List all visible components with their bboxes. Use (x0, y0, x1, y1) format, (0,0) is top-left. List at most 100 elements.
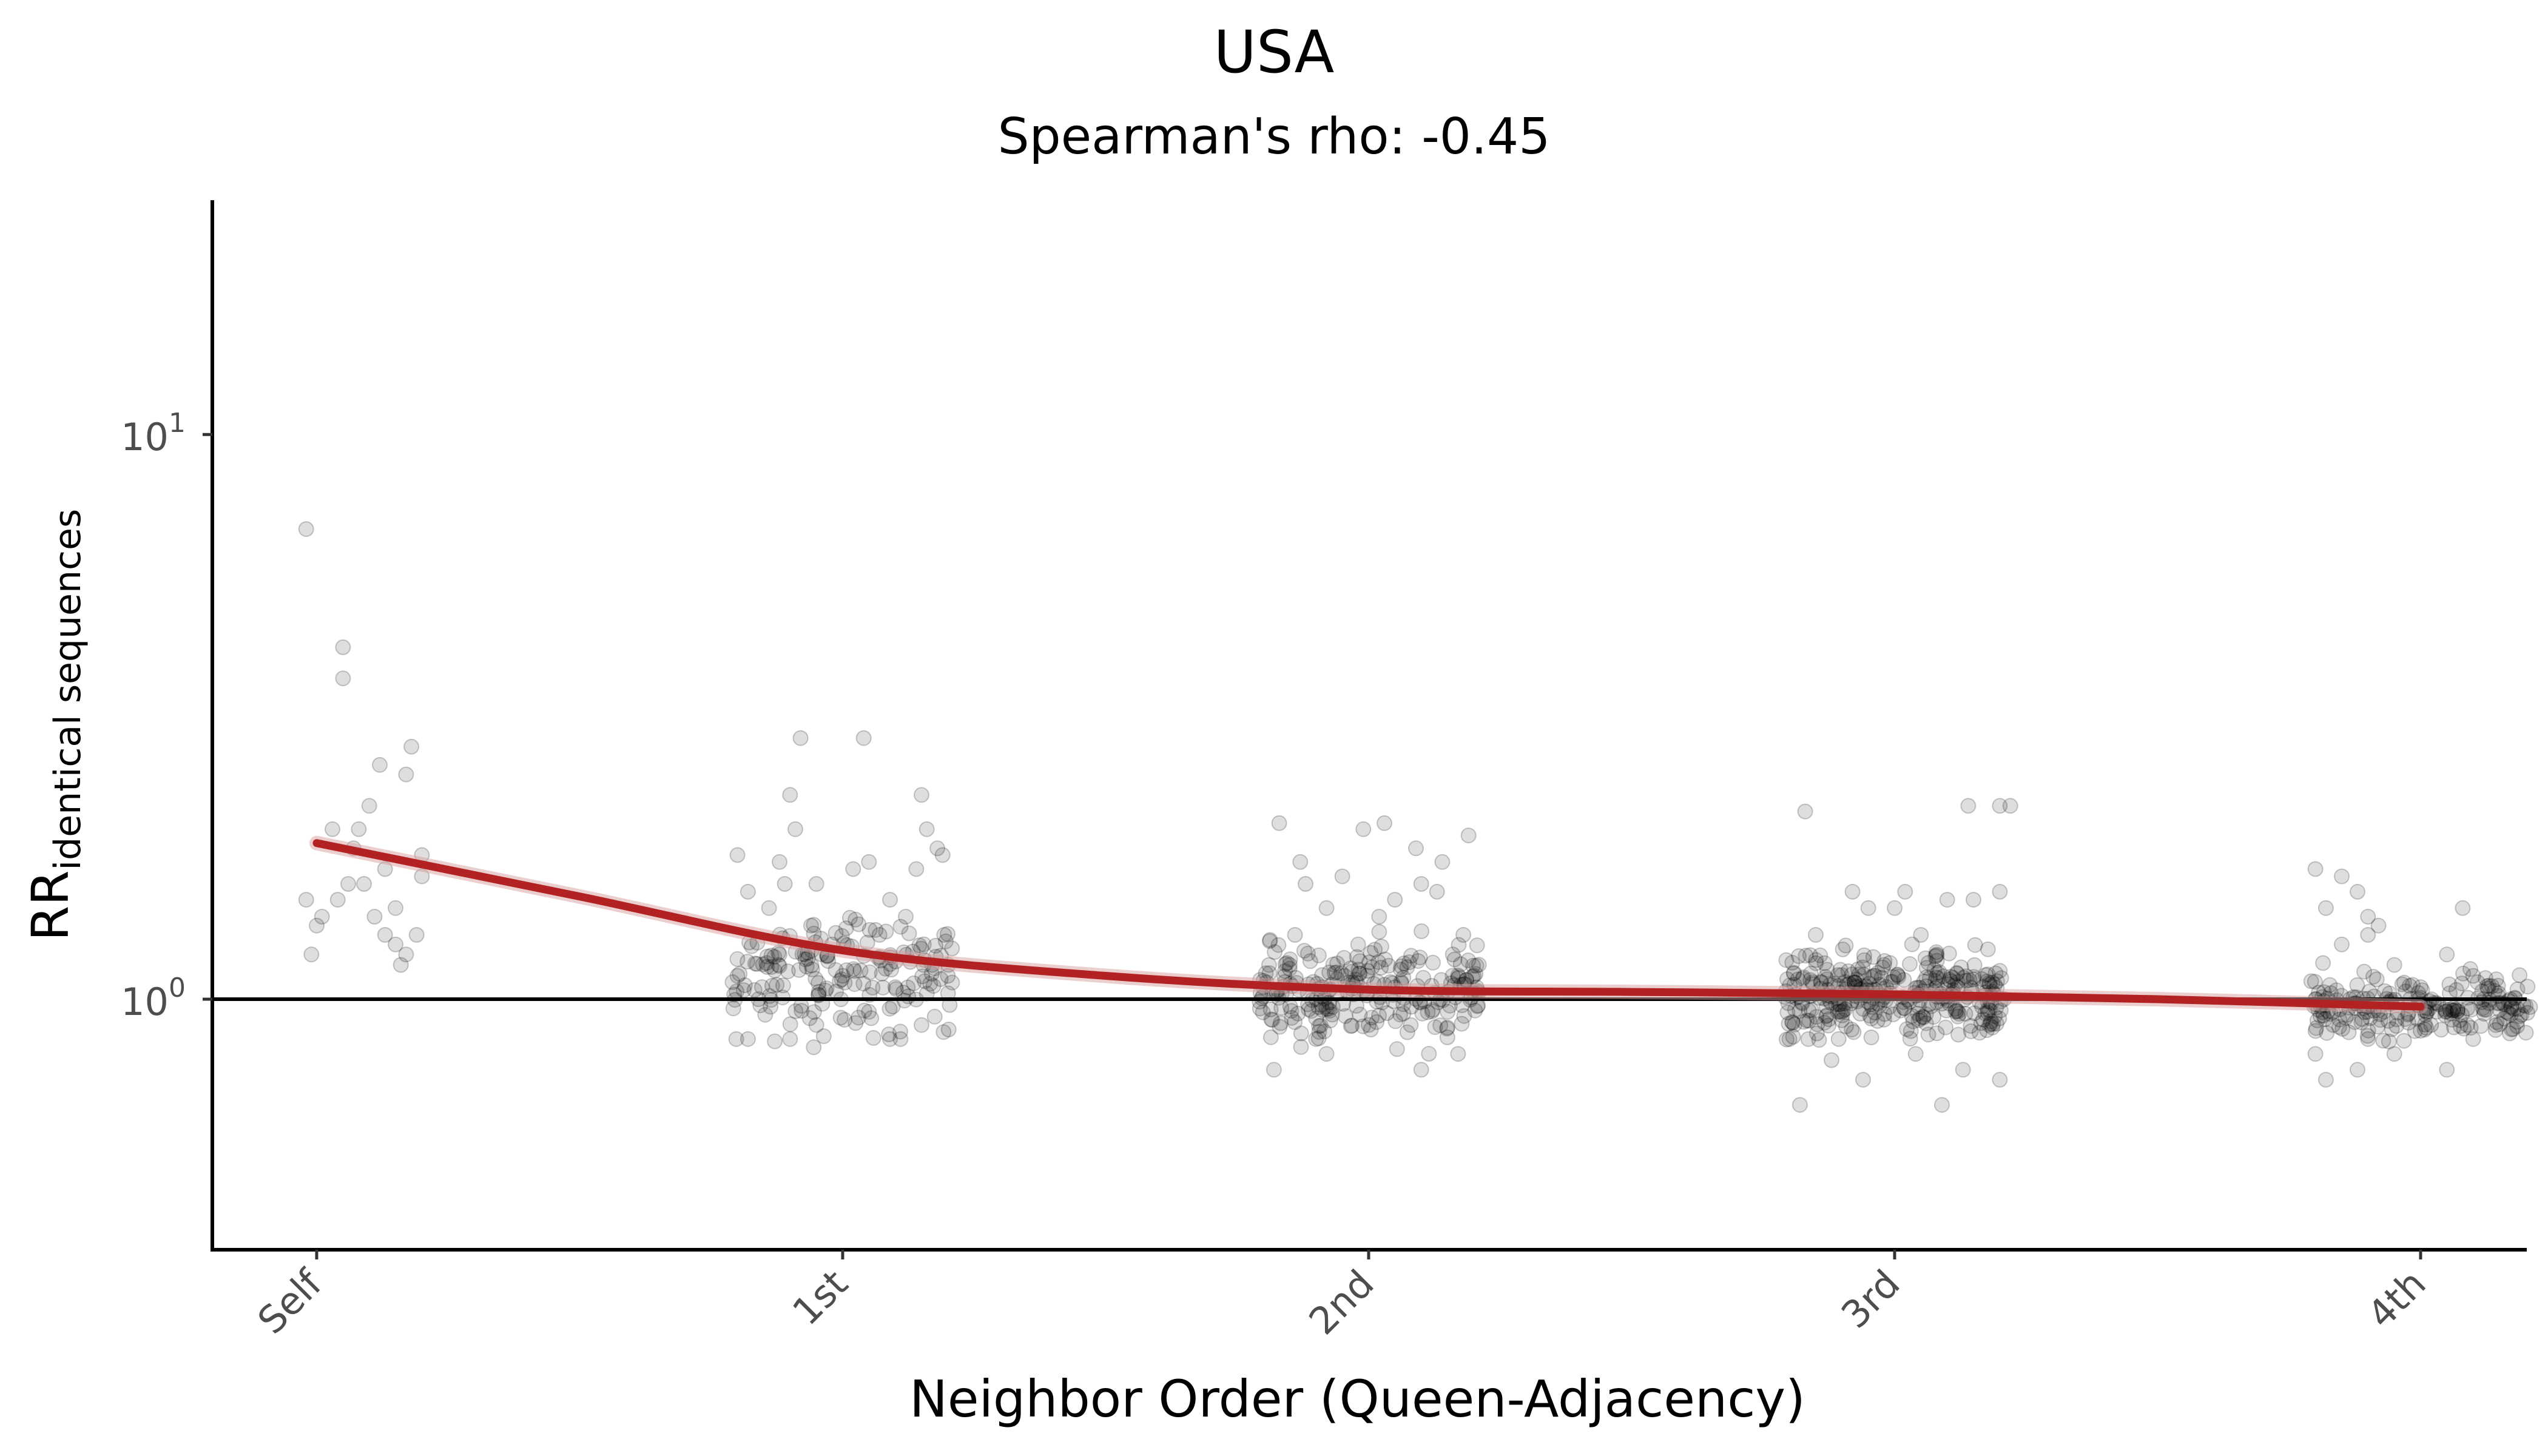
data-point-4 (2350, 883, 2365, 900)
data-point-1 (922, 976, 939, 992)
data-point-1 (846, 963, 863, 979)
data-point-1 (936, 927, 952, 943)
data-point-4 (2518, 1025, 2534, 1041)
data-point-2 (1363, 1022, 1379, 1037)
data-point-3 (1992, 883, 2008, 900)
data-point-4 (2356, 963, 2372, 980)
data-point-3 (1992, 963, 2008, 979)
data-point-4 (2442, 1002, 2458, 1017)
data-point-2 (1393, 958, 1409, 974)
data-point-3 (1902, 1031, 1918, 1047)
data-point-4 (2396, 974, 2412, 991)
data-point-4 (2331, 1011, 2348, 1028)
data-point-3 (1875, 959, 1891, 976)
data-point-3 (1835, 1002, 1852, 1019)
data-point-3 (1808, 1009, 1825, 1025)
data-point-4 (2465, 1031, 2481, 1047)
x-tick-label-0: Self (249, 1260, 332, 1343)
data-point-3 (1991, 1010, 2007, 1026)
data-point-4 (2455, 965, 2472, 982)
data-point-3 (1834, 1003, 1850, 1020)
data-point-1 (780, 963, 796, 980)
data-point-3 (1860, 900, 1876, 916)
data-point-4 (2462, 1020, 2479, 1036)
data-point-1 (898, 909, 914, 925)
data-point-1 (861, 922, 878, 938)
data-point-1 (754, 979, 770, 996)
data-point-4 (2499, 1004, 2515, 1020)
data-point-3 (1830, 1003, 1846, 1020)
data-point-4 (2492, 1016, 2508, 1033)
data-point-1 (759, 959, 775, 975)
data-point-2 (1401, 954, 1417, 971)
data-point-2 (1363, 945, 1379, 961)
data-point-3 (1989, 1016, 2004, 1032)
data-point-4 (2360, 927, 2376, 943)
data-point-2 (1324, 1006, 1340, 1023)
data-point-4 (2447, 1002, 2464, 1018)
data-point-2 (1336, 949, 1352, 966)
data-point-0 (303, 946, 320, 963)
data-point-2 (1261, 957, 1277, 973)
data-point-2 (1414, 923, 1430, 939)
data-point-1 (926, 1008, 943, 1025)
data-point-4 (2380, 1013, 2396, 1029)
data-point-3 (1876, 957, 1892, 973)
data-point-3 (1893, 1002, 1909, 1019)
data-point-3 (1798, 948, 1814, 964)
data-point-3 (1928, 944, 1944, 960)
data-point-3 (1832, 962, 1849, 978)
data-point-3 (1920, 955, 1936, 971)
data-point-3 (1931, 964, 1947, 980)
data-point-1 (767, 962, 783, 979)
data-point-3 (1916, 974, 1932, 989)
data-point-2 (1439, 1020, 1455, 1037)
data-point-4 (2445, 1002, 2461, 1019)
data-point-3 (1971, 1025, 1987, 1041)
data-point-1 (865, 1030, 881, 1046)
data-point-4 (2334, 936, 2350, 952)
data-point-1 (915, 936, 932, 952)
data-point-1 (808, 876, 824, 892)
data-point-2 (1325, 956, 1341, 972)
data-point-2 (1439, 1029, 1455, 1045)
data-point-1 (871, 927, 888, 943)
data-point-3 (1977, 1005, 1994, 1022)
data-point-2 (1389, 1041, 1405, 1057)
data-point-1 (763, 948, 780, 964)
data-point-4 (2510, 1001, 2526, 1017)
data-point-4 (2443, 1005, 2459, 1022)
data-point-2 (1360, 963, 1376, 979)
data-point-3 (1834, 1012, 1850, 1028)
data-point-3 (1941, 945, 1957, 962)
data-point-3 (1958, 972, 1975, 989)
data-point-3 (1943, 969, 1959, 985)
data-point-3 (1950, 1008, 1966, 1025)
data-point-2 (1450, 967, 1466, 983)
data-point-1 (855, 976, 872, 992)
data-point-4 (2386, 957, 2402, 973)
data-point-3 (1856, 947, 1872, 963)
data-point-4 (2317, 1071, 2334, 1088)
y-axis-label: RRidentical sequences (21, 509, 89, 942)
data-point-3 (1844, 966, 1860, 983)
data-point-2 (1267, 944, 1283, 960)
data-point-3 (1863, 1030, 1879, 1045)
data-point-1 (944, 940, 960, 957)
data-point-2 (1352, 1006, 1368, 1023)
data-point-4 (2418, 1020, 2435, 1036)
data-point-2 (1261, 933, 1278, 949)
data-point-1 (749, 956, 765, 972)
data-point-2 (1367, 942, 1383, 958)
data-point-3 (1886, 969, 1902, 985)
data-point-2 (1429, 883, 1445, 900)
data-point-3 (1784, 1014, 1801, 1031)
data-point-2 (1455, 927, 1472, 943)
data-point-0 (366, 909, 383, 925)
data-point-2 (1412, 949, 1428, 966)
data-point-2 (1334, 868, 1350, 885)
data-point-2 (1266, 1062, 1282, 1078)
data-point-3 (1844, 883, 1861, 900)
data-point-4 (2388, 1018, 2405, 1034)
data-point-4 (2505, 1021, 2521, 1037)
